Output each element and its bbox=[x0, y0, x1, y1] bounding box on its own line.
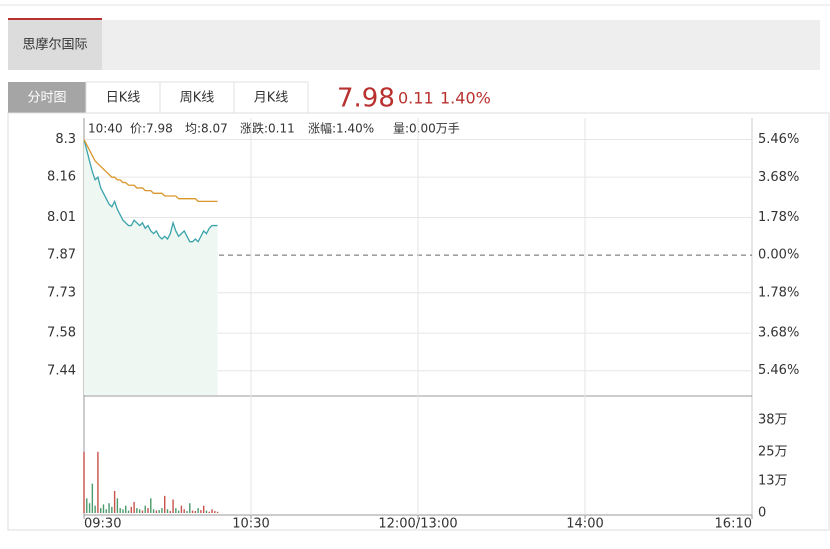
quote-change: 0.11 bbox=[398, 89, 434, 108]
volume-bar bbox=[166, 509, 169, 513]
volume-bar bbox=[155, 510, 158, 513]
tab-bar bbox=[8, 20, 820, 70]
y2-tick-label: 5.46% bbox=[758, 132, 799, 147]
tab-active[interactable] bbox=[8, 82, 86, 113]
volume-bar bbox=[122, 509, 124, 513]
x-tick-label: 12:00/13:00 bbox=[378, 517, 457, 532]
info-volume: 量:0.00万手 bbox=[393, 122, 460, 136]
volume-bar bbox=[127, 510, 130, 513]
volume-bar bbox=[175, 508, 177, 513]
volume-bar bbox=[158, 510, 160, 513]
y-tick-label: 7.87 bbox=[47, 248, 76, 263]
volume-bar bbox=[94, 505, 96, 513]
volume-bar bbox=[200, 510, 202, 513]
volume-bar bbox=[202, 505, 205, 513]
tab-label[interactable]: 月K线 bbox=[254, 91, 289, 106]
volume-bar bbox=[138, 509, 141, 513]
active-tab-accent bbox=[8, 18, 102, 20]
y2-tick-label: 3.68% bbox=[758, 325, 799, 340]
volume-bar bbox=[136, 508, 138, 513]
tab-label[interactable]: 分时图 bbox=[27, 91, 66, 106]
volume-bar bbox=[91, 483, 94, 513]
volume-bar bbox=[177, 510, 180, 513]
volume-bar bbox=[183, 509, 185, 513]
volume-bar bbox=[189, 503, 191, 513]
top-tab-label[interactable]: 思摩尔国际 bbox=[22, 37, 87, 53]
volume-bar bbox=[211, 509, 213, 513]
y-tick-label: 7.44 bbox=[47, 363, 76, 378]
volume-bar bbox=[208, 511, 210, 513]
volume-bar bbox=[144, 505, 146, 513]
volume-bar bbox=[119, 508, 121, 513]
quote-price: 7.98 bbox=[337, 84, 395, 114]
active-tab[interactable] bbox=[8, 18, 102, 70]
volume-bar bbox=[105, 509, 107, 513]
info-change-pct: 涨幅:1.40% bbox=[308, 121, 374, 136]
volume-bar bbox=[83, 451, 85, 513]
price-area bbox=[84, 139, 218, 395]
y-tick-label: 38万 bbox=[758, 413, 788, 428]
series-line bbox=[83, 139, 218, 243]
y-tick-label: 8.01 bbox=[47, 210, 76, 225]
x-tick-label: 10:30 bbox=[232, 517, 269, 532]
info-time: 10:40 bbox=[88, 122, 123, 136]
volume-bar bbox=[133, 501, 135, 513]
y-tick-label: 0 bbox=[758, 506, 766, 521]
y-tick-label: 13万 bbox=[758, 474, 788, 489]
volume-bar bbox=[88, 503, 91, 513]
quote-change-pct: 1.40% bbox=[440, 89, 491, 108]
volume-bar bbox=[161, 508, 163, 513]
volume-bar bbox=[141, 510, 144, 513]
volume-bar bbox=[214, 511, 216, 513]
volume-bar bbox=[169, 511, 171, 513]
y-tick-label: 7.58 bbox=[47, 326, 76, 341]
y-tick-label: 8.16 bbox=[47, 170, 76, 185]
volume-bar bbox=[186, 511, 188, 513]
y-tick-label: 25万 bbox=[758, 444, 788, 459]
volume-bar bbox=[191, 510, 194, 513]
x-tick-label: 14:00 bbox=[566, 517, 603, 532]
volume-bar bbox=[100, 508, 102, 513]
info-change: 涨跌:0.11 bbox=[240, 121, 295, 136]
volume-bar bbox=[86, 498, 88, 513]
tab-label[interactable]: 周K线 bbox=[180, 91, 215, 106]
volume-bar bbox=[216, 511, 219, 513]
volume-bar bbox=[125, 505, 127, 513]
x-tick-label: 09:30 bbox=[84, 517, 121, 532]
volume-bar bbox=[108, 503, 110, 513]
y2-tick-label: 0.00% bbox=[758, 248, 799, 263]
volume-bar bbox=[194, 511, 197, 513]
volume-bar bbox=[180, 505, 183, 513]
y2-tick-label: 5.46% bbox=[758, 363, 799, 378]
y-tick-label: 7.73 bbox=[47, 285, 76, 300]
volume-bar bbox=[164, 495, 166, 513]
info-price: 价:7.98 bbox=[130, 122, 173, 136]
chart-frame bbox=[7, 112, 830, 531]
volume-bar bbox=[111, 506, 113, 513]
volume-bar bbox=[147, 508, 149, 513]
tab-label[interactable]: 日K线 bbox=[106, 91, 141, 106]
info-avg: 均:8.07 bbox=[185, 122, 228, 136]
volume-bar bbox=[205, 510, 208, 513]
volume-bar bbox=[97, 451, 99, 513]
volume-bar bbox=[197, 508, 199, 513]
volume-bar bbox=[102, 504, 105, 513]
y2-tick-label: 1.78% bbox=[758, 285, 799, 300]
volume-bar bbox=[152, 509, 155, 513]
volume-bar bbox=[130, 506, 133, 513]
volume-bar bbox=[150, 498, 152, 513]
x-tick-label: 16:10 bbox=[715, 517, 752, 532]
volume-bar bbox=[113, 490, 116, 513]
volume-bar bbox=[172, 499, 174, 513]
y2-tick-label: 1.78% bbox=[758, 210, 799, 225]
tab[interactable] bbox=[159, 81, 235, 114]
volume-bar bbox=[116, 498, 119, 513]
y-tick-label: 8.3 bbox=[55, 132, 76, 147]
tab[interactable] bbox=[233, 81, 309, 114]
y2-tick-label: 3.68% bbox=[758, 170, 799, 185]
series-line bbox=[83, 139, 218, 203]
